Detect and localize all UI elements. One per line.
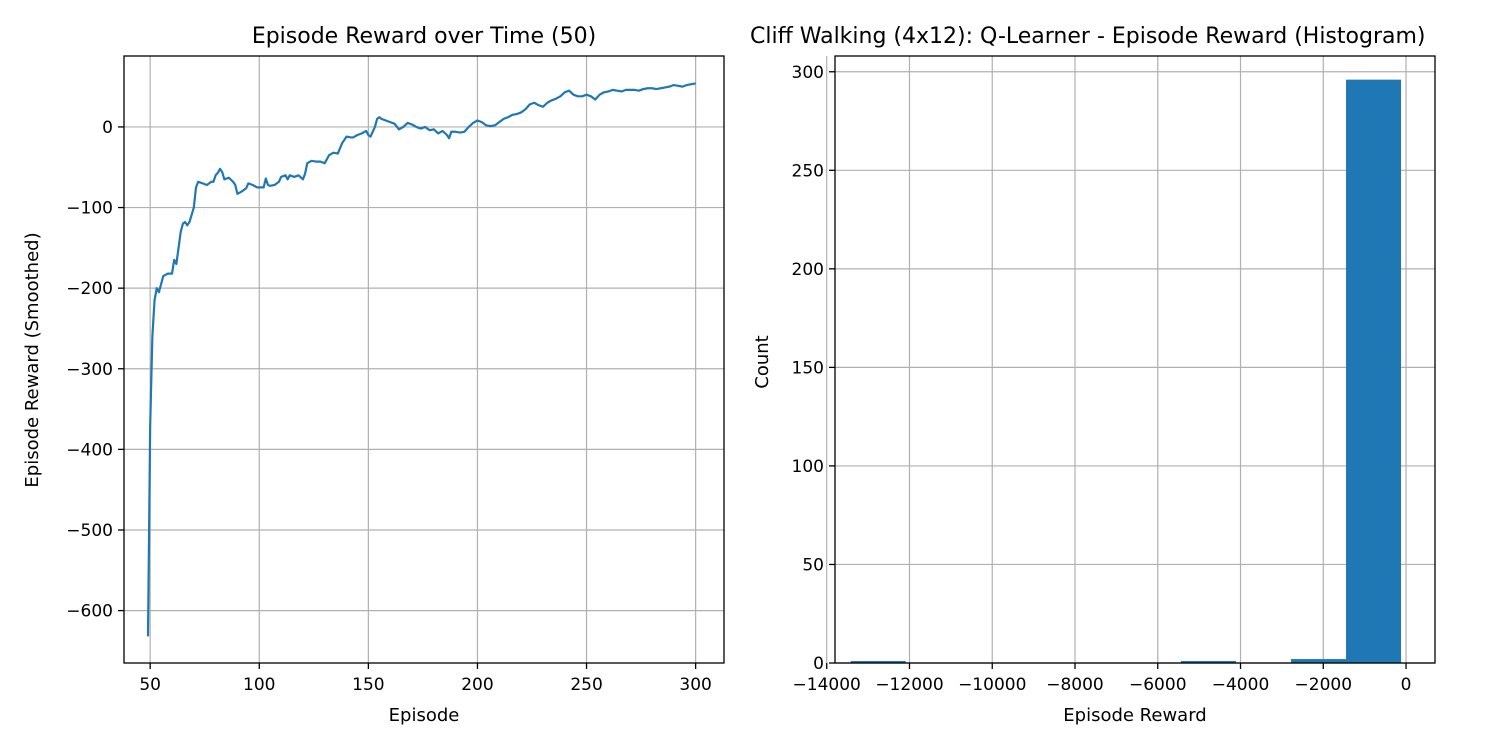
histogram-x-tick-label: −2000 <box>1295 675 1353 695</box>
line-chart-y-tick-label: 0 <box>102 118 113 138</box>
histogram-frame <box>834 55 1436 664</box>
histogram-bar <box>1291 659 1347 663</box>
line-chart-y-tick-label: −500 <box>66 521 113 541</box>
line-chart-title: Episode Reward over Time (50) <box>252 24 596 49</box>
histogram-y-tick-label: 100 <box>792 457 824 477</box>
histogram-x-tick-label: −6000 <box>1129 675 1187 695</box>
histogram-x-tick-label: −10000 <box>958 675 1026 695</box>
histogram-y-tick-label: 150 <box>792 358 824 378</box>
histogram-y-tick-label: 300 <box>792 63 824 83</box>
line-chart-x-tick-label: 200 <box>461 675 493 695</box>
histogram-x-label: Episode Reward <box>1063 705 1206 726</box>
histogram-bars <box>850 79 1402 663</box>
line-chart-x-tick-label: 50 <box>139 675 161 695</box>
histogram-y-ticks: 0 50 100 150 200 250 300 <box>792 63 835 674</box>
line-chart-y-tick-label: −400 <box>66 440 113 460</box>
line-chart-series-line <box>146 82 696 637</box>
histogram-y-tick-label: 0 <box>813 654 824 674</box>
histogram-x-tick-label: −8000 <box>1046 675 1104 695</box>
line-chart-x-tick-label: 300 <box>679 675 711 695</box>
line-chart-y-label: Episode Reward (Smoothed) <box>22 232 43 487</box>
line-chart: Episode Reward over Time (50) 50 100 150 20… <box>22 24 725 726</box>
histogram-x-tick-label: −14000 <box>793 675 861 695</box>
histogram-bar <box>1346 79 1402 663</box>
line-chart-y-tick-label: −300 <box>66 360 113 380</box>
line-chart-x-tick-label: 150 <box>352 675 384 695</box>
line-chart-x-tick-label: 250 <box>570 675 602 695</box>
line-chart-y-ticks: −600 −500 −400 −300 −200 −100 0 <box>66 118 124 622</box>
histogram-bar <box>850 661 906 663</box>
histogram-grid <box>826 56 1435 664</box>
line-chart-x-tick-label: 100 <box>243 675 275 695</box>
histogram-x-tick-label: −12000 <box>875 675 943 695</box>
histogram-title: Cliff Walking (4x12): Q-Learner - Episod… <box>750 24 1425 49</box>
histogram-y-label: Count <box>752 335 773 388</box>
histogram-x-ticks: −14000 −12000 −10000 −8000 −6000 −4000 −2000 0 <box>793 663 1412 695</box>
histogram-y-tick-label: 250 <box>792 161 824 181</box>
histogram-x-tick-label: −4000 <box>1212 675 1270 695</box>
line-chart-x-ticks: 50 100 150 200 250 300 <box>139 663 712 695</box>
line-chart-y-tick-label: −200 <box>66 279 113 299</box>
line-chart-grid <box>124 56 724 663</box>
line-chart-y-tick-label: −100 <box>66 199 113 219</box>
histogram-y-tick-label: 200 <box>792 260 824 280</box>
line-chart-y-tick-label: −600 <box>66 602 113 622</box>
histogram-bar <box>1180 661 1236 663</box>
line-chart-x-label: Episode <box>389 705 460 726</box>
histogram-y-tick-label: 50 <box>802 555 824 575</box>
histogram-chart: Cliff Walking (4x12): Q-Learner - Episod… <box>750 24 1436 726</box>
line-chart-frame <box>123 55 725 664</box>
histogram-x-tick-label: 0 <box>1401 675 1412 695</box>
